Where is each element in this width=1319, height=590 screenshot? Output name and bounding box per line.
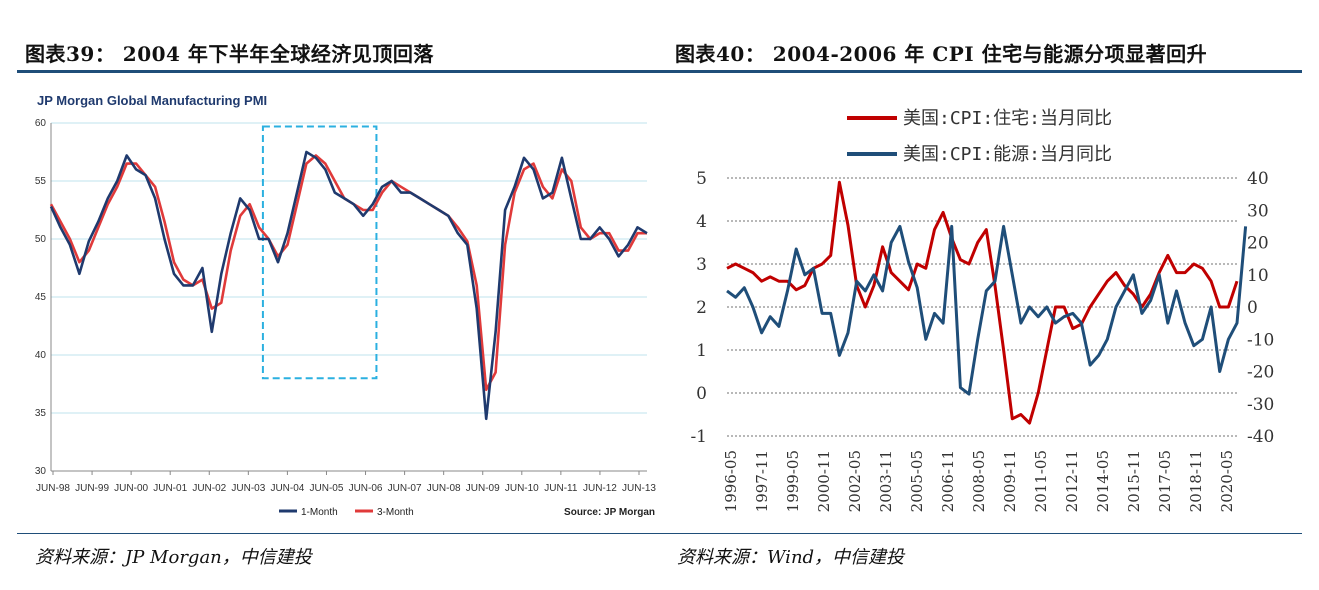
y-tick-label: 30 <box>35 466 47 477</box>
right-chart-left-axis-ticks: -1 0 1 2 3 4 5 <box>690 169 707 447</box>
legend-label-housing: 美国:CPI:住宅:当月同比 <box>903 108 1112 129</box>
x-tick-label: 1997-11 <box>753 450 771 512</box>
right-source: 资料来源：Wind，中信建投 <box>677 547 905 568</box>
x-tick-label: JUN-98 <box>36 483 70 494</box>
right-gridlines <box>727 177 1237 437</box>
x-tick-label: JUN-07 <box>388 483 422 494</box>
left-x-ticks: JUN-98 JUN-99 JUN-00 JUN-01 JUN-02 JUN-03 JUN-… <box>36 471 656 494</box>
left-axis-tick-label: -1 <box>690 427 707 447</box>
legend-label-1-month: 1-Month <box>301 507 338 518</box>
left-axis-tick-label: 0 <box>696 384 707 404</box>
left-source: 资料来源：JP Morgan，中信建投 <box>35 547 312 568</box>
x-tick-label: JUN-02 <box>192 483 226 494</box>
left-bottom-rule <box>17 533 665 534</box>
left-y-ticks: 30 35 40 45 50 55 60 <box>35 118 47 477</box>
x-tick-label: JUN-13 <box>622 483 656 494</box>
left-series-lines <box>49 150 648 421</box>
x-tick-label: 2009-11 <box>1001 450 1019 512</box>
series-line-1-month <box>49 150 648 421</box>
right-axis-tick-label: 20 <box>1247 234 1269 254</box>
x-tick-label: JUN-01 <box>153 483 187 494</box>
x-tick-label: 1996-05 <box>722 450 740 512</box>
x-tick-label: JUN-04 <box>270 483 304 494</box>
x-tick-label: JUN-05 <box>310 483 344 494</box>
x-tick-label: 2015-11 <box>1125 450 1143 512</box>
legend-label-3-month: 3-Month <box>377 507 414 518</box>
x-tick-label: 2018-11 <box>1187 450 1205 512</box>
x-tick-label: 2008-05 <box>970 450 988 512</box>
left-legend: 1-Month 3-Month <box>279 507 414 518</box>
x-tick-label: JUN-00 <box>114 483 148 494</box>
x-tick-label: JUN-12 <box>583 483 617 494</box>
left-axis-tick-label: 2 <box>696 298 707 318</box>
left-panel-title: 图表39： 2004 年下半年全球经济见顶回落 <box>25 42 434 66</box>
x-tick-label: JUN-03 <box>231 483 265 494</box>
x-tick-label: 2014-05 <box>1094 450 1112 512</box>
right-chart-x-ticks: 1996-05 1997-11 1999-05 2000-11 2002-05 2003-… <box>722 450 1236 512</box>
left-chart: JP Morgan Global Manufacturing PMI 30 35 4… <box>35 93 657 518</box>
right-legend: 美国:CPI:住宅:当月同比 美国:CPI:能源:当月同比 <box>847 108 1112 165</box>
right-axis-tick-label: 30 <box>1247 201 1269 221</box>
right-chart-right-axis-ticks: -40 -30 -20 -10 0 10 20 30 40 <box>1247 169 1274 447</box>
x-tick-label: 2005-05 <box>908 450 926 512</box>
x-tick-label: 1999-05 <box>784 450 802 512</box>
right-bottom-rule <box>665 533 1302 534</box>
x-tick-label: 2000-11 <box>815 450 833 512</box>
left-axis-tick-label: 1 <box>696 341 707 361</box>
legend-label-energy: 美国:CPI:能源:当月同比 <box>903 144 1112 165</box>
right-axis-tick-label: -40 <box>1247 427 1274 447</box>
series-line-housing <box>726 180 1239 425</box>
right-axis-tick-label: -20 <box>1247 363 1274 383</box>
right-axis-tick-label: 10 <box>1247 266 1269 286</box>
right-axis-tick-label: -10 <box>1247 330 1274 350</box>
left-title-rule <box>17 70 665 73</box>
right-panel-title: 图表40： 2004-2006 年 CPI 住宅与能源分项显著回升 <box>675 42 1208 66</box>
x-tick-label: JUN-06 <box>349 483 383 494</box>
y-tick-label: 45 <box>35 292 47 303</box>
right-axis-tick-label: -30 <box>1247 395 1274 415</box>
y-tick-label: 60 <box>35 118 47 129</box>
x-tick-label: JUN-11 <box>544 483 578 494</box>
left-source-note: Source: JP Morgan <box>564 507 655 518</box>
x-tick-label: 2003-11 <box>877 450 895 512</box>
right-axis-tick-label: 0 <box>1247 298 1258 318</box>
right-series-lines <box>726 180 1248 425</box>
y-tick-label: 35 <box>35 408 47 419</box>
x-tick-label: JUN-99 <box>75 483 109 494</box>
x-tick-label: 2002-05 <box>846 450 864 512</box>
x-tick-label: 2011-05 <box>1032 450 1050 512</box>
x-tick-label: 2020-05 <box>1218 450 1236 512</box>
left-axis-tick-label: 3 <box>696 255 707 275</box>
right-axis-tick-label: 40 <box>1247 169 1269 189</box>
y-tick-label: 50 <box>35 234 47 245</box>
x-tick-label: 2012-11 <box>1063 450 1081 512</box>
x-tick-label: 2006-11 <box>939 450 957 512</box>
series-line-energy <box>726 224 1248 396</box>
y-tick-label: 40 <box>35 350 47 361</box>
x-tick-label: JUN-08 <box>427 483 461 494</box>
x-tick-label: 2017-05 <box>1156 450 1174 512</box>
x-tick-label: JUN-09 <box>466 483 500 494</box>
left-axis-tick-label: 4 <box>696 212 707 232</box>
left-axis-tick-label: 5 <box>696 169 707 189</box>
highlight-box <box>261 125 378 380</box>
x-tick-label: JUN-10 <box>505 483 539 494</box>
right-title-rule <box>665 70 1302 73</box>
left-chart-title: JP Morgan Global Manufacturing PMI <box>37 93 267 108</box>
y-tick-label: 55 <box>35 176 47 187</box>
